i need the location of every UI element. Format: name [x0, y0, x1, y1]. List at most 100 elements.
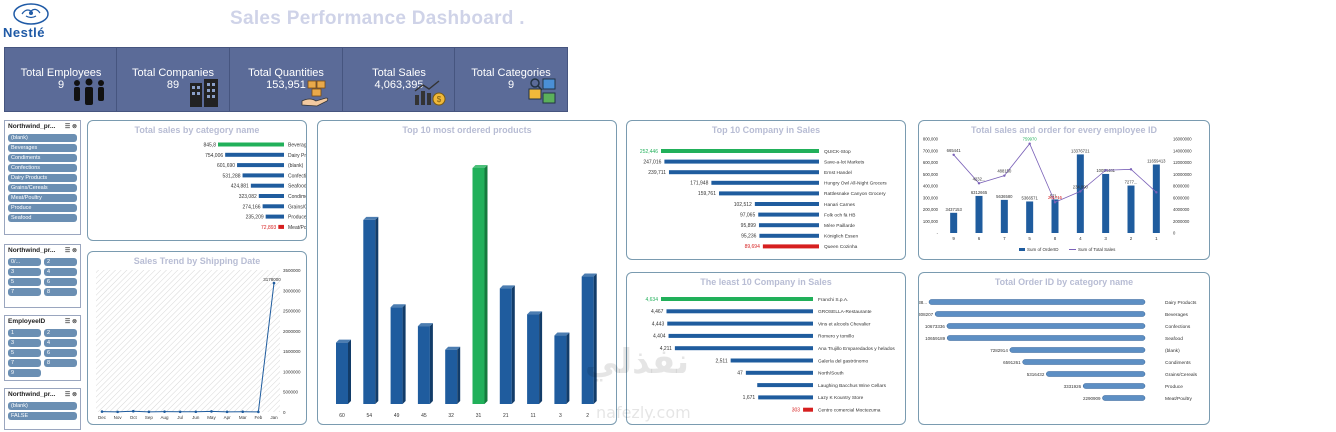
x-tick-label: Nov: [114, 415, 123, 420]
bar: [803, 407, 813, 412]
slicer-item[interactable]: FALSE: [8, 412, 77, 420]
x-tick-label: Feb: [254, 415, 262, 420]
data-label: 5316432: [1027, 372, 1045, 377]
data-point: [210, 410, 213, 413]
panel-orders-by-category: Total Order ID by category name 11638...…: [918, 272, 1210, 425]
y2-tick-label: 16000000: [1173, 137, 1192, 142]
y2-tick-label: 8000000: [1173, 184, 1190, 189]
bar: [934, 311, 1146, 317]
bar-top: [472, 165, 488, 168]
y-tick-label: 3000000: [283, 288, 301, 293]
slicer-item[interactable]: Meat/Poultry: [8, 194, 77, 202]
slicer-item[interactable]: Produce: [8, 204, 77, 212]
slicer-item[interactable]: 2: [44, 258, 77, 266]
logo-text: Nestlé: [3, 25, 46, 40]
slicer-item[interactable]: (blank): [8, 402, 77, 410]
clear-filter-icon[interactable]: ☰ ⊗: [64, 124, 77, 130]
slicer-item[interactable]: 9: [8, 369, 41, 377]
slicer-item[interactable]: 3: [8, 339, 41, 347]
slicer-shipping: Northwind_pr... ☰ ⊗ 0/... 2 3 4 5 6 7 8: [4, 244, 81, 308]
bar: [237, 163, 284, 168]
slicer-item[interactable]: (blank): [8, 134, 77, 142]
y-tick-label: 500,000: [923, 172, 939, 177]
slicer-item[interactable]: 6: [44, 278, 77, 286]
slicer-item[interactable]: Confections: [8, 164, 77, 172]
clear-filter-icon[interactable]: ☰ ⊗: [64, 319, 77, 325]
data-label: 10673336: [925, 324, 946, 329]
data-label: 10659189: [925, 336, 946, 341]
x-tick-label: 9: [952, 236, 955, 241]
slicer-item[interactable]: 5: [8, 349, 41, 357]
y2-tick-label: 14000000: [1173, 148, 1192, 153]
employee-sales-chart: - 100,000 200,000 300,000 400,000 500,000 600,…: [923, 137, 1192, 253]
slicer-item[interactable]: 6: [44, 349, 77, 357]
slicer-item[interactable]: Seafood: [8, 214, 77, 222]
x-tick-label: 49: [394, 413, 400, 419]
data-label: 5366571: [1022, 195, 1039, 200]
y-tick-label: 700,000: [923, 148, 939, 153]
kpi-total-employees: Total Employees 9: [4, 47, 118, 112]
bar-side: [402, 304, 406, 404]
kpi-value: 153,951: [266, 79, 306, 91]
data-label: 11638...: [919, 300, 927, 305]
slicer-title: Northwind_pr...: [8, 123, 56, 130]
data-point: [1104, 169, 1107, 172]
slicer-item[interactable]: 8: [44, 288, 77, 296]
category-label: Beverages: [1165, 312, 1189, 318]
bar: [1000, 199, 1008, 233]
orders-by-category-chart: 11638... Dairy Products 11308207 Beverages 1…: [919, 299, 1198, 402]
bar: [664, 159, 819, 164]
slicer-item[interactable]: 0/...: [8, 258, 41, 266]
bar-side: [593, 273, 597, 404]
category-label: Produce: [1165, 384, 1183, 390]
slicer-item[interactable]: 8: [44, 359, 77, 367]
data-label: 13376721: [1071, 148, 1090, 153]
slicer-item[interactable]: 3: [8, 268, 41, 276]
slicer-item[interactable]: Grains/Cereals: [8, 184, 77, 192]
slicer-item[interactable]: Beverages: [8, 144, 77, 152]
slicer-item[interactable]: 5: [8, 278, 41, 286]
bar: [1102, 395, 1146, 401]
chart-title: Sales Trend by Shipping Date: [133, 256, 261, 266]
slicer-item[interactable]: Condiments: [8, 154, 77, 162]
watermark-latin: nafezly.com: [596, 403, 691, 422]
bar: [265, 214, 284, 219]
bar: [1082, 383, 1146, 389]
category-label: Mère Paillarde: [824, 223, 855, 229]
slicer-item[interactable]: 1: [8, 329, 41, 337]
data-point: [272, 281, 276, 285]
y-tick-label: 0: [283, 410, 286, 415]
data-label: 95,899: [741, 223, 757, 229]
x-tick-label: May: [207, 415, 216, 420]
kpi-value: 9: [57, 79, 65, 91]
data-label: 531,288: [222, 173, 240, 179]
slicer-item[interactable]: 4: [44, 339, 77, 347]
slicer-item[interactable]: 7: [8, 359, 41, 367]
panel-employee-sales: Total sales and order for every employee…: [918, 120, 1210, 260]
data-label: 235,209: [246, 215, 264, 221]
slicer-item[interactable]: 2: [44, 329, 77, 337]
bar: [250, 183, 284, 188]
dashboard-title: Sales Performance Dashboard .: [230, 8, 525, 29]
panel-top-companies: Top 10 Company in Sales 252,446 QUICK-Sto…: [626, 120, 906, 260]
bar: [1009, 347, 1146, 353]
legend-label: Sum of OrderID: [1027, 247, 1059, 252]
clear-filter-icon[interactable]: ☰ ⊗: [64, 392, 77, 398]
data-point: [178, 410, 182, 414]
x-tick-label: 7: [1003, 236, 1006, 241]
data-point: [241, 410, 245, 414]
bar-top: [554, 332, 570, 336]
category-label: Seafood: [1165, 336, 1183, 342]
bar: [1022, 359, 1146, 365]
category-label: Hungry Owl All-Night Grocers: [824, 181, 887, 187]
clear-filter-icon[interactable]: ☰ ⊗: [64, 248, 77, 254]
slicer-item[interactable]: Dairy Products: [8, 174, 77, 182]
kpi-label: Total Quantities: [248, 67, 324, 79]
data-label: 5636580: [996, 194, 1013, 199]
bar-top: [390, 304, 406, 308]
slicer-item[interactable]: 7: [8, 288, 41, 296]
bar-side: [375, 216, 379, 404]
slicer-item[interactable]: 4: [44, 268, 77, 276]
bar: [666, 309, 813, 314]
chart-title: The least 10 Company in Sales: [700, 277, 832, 287]
